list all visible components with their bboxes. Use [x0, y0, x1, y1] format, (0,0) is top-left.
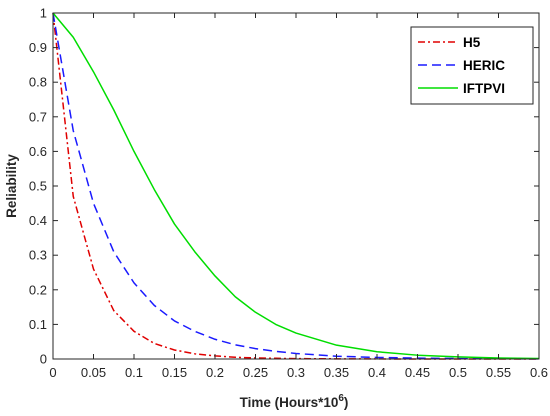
x-tick-label: 0 — [49, 365, 56, 380]
x-tick-label: 0.3 — [287, 365, 305, 380]
legend-label-h5: H5 — [463, 35, 481, 50]
y-tick-label: 0 — [40, 352, 47, 367]
y-tick-label: 0.8 — [29, 75, 47, 90]
x-tick-label: 0.6 — [530, 365, 548, 380]
legend: H5 HERIC IFTPVI — [410, 26, 534, 105]
x-tick-label: 0.25 — [243, 365, 268, 380]
x-tick-label: 0.1 — [125, 365, 143, 380]
x-tick-label: 0.5 — [449, 365, 467, 380]
y-tick-label: 0.3 — [29, 248, 47, 263]
legend-label-iftpvi: IFTPVI — [463, 81, 505, 96]
x-tick-label: 0.55 — [486, 365, 511, 380]
y-tick-label: 0.2 — [29, 282, 47, 297]
x-tick-label: 0.2 — [206, 365, 224, 380]
y-tick-label: 0.6 — [29, 144, 47, 159]
x-tick-label: 0.15 — [162, 365, 187, 380]
y-axis-label: Reliability — [4, 154, 19, 218]
y-tick-label: 0.9 — [29, 40, 47, 55]
legend-label-heric: HERIC — [463, 58, 505, 73]
x-tick-labels: 0 0.05 0.1 0.15 0.2 0.25 0.3 0.35 0.4 0.45 0.5 0.55… — [49, 365, 548, 380]
y-tick-labels: 0 0.1 0.2 0.3 0.4 0.5 0.6 0.7 0.8 0.9 1 — [29, 6, 47, 367]
legend-box — [410, 26, 534, 105]
y-tick-label: 0.4 — [29, 213, 47, 228]
x-axis-label-exponent: 6 — [338, 393, 344, 404]
y-tick-label: 0.5 — [29, 179, 47, 194]
y-tick-label: 1 — [40, 6, 47, 21]
y-tick-label: 0.1 — [29, 317, 47, 332]
x-tick-label: 0.4 — [368, 365, 386, 380]
axis-ticks — [52, 12, 540, 360]
series-line-h5 — [52, 12, 539, 360]
x-tick-label: 0.05 — [81, 365, 106, 380]
x-tick-label: 0.45 — [405, 365, 430, 380]
x-tick-label: 0.35 — [324, 365, 349, 380]
y-tick-label: 0.7 — [29, 109, 47, 124]
x-axis-label: Time (Hours*106) — [240, 393, 349, 410]
